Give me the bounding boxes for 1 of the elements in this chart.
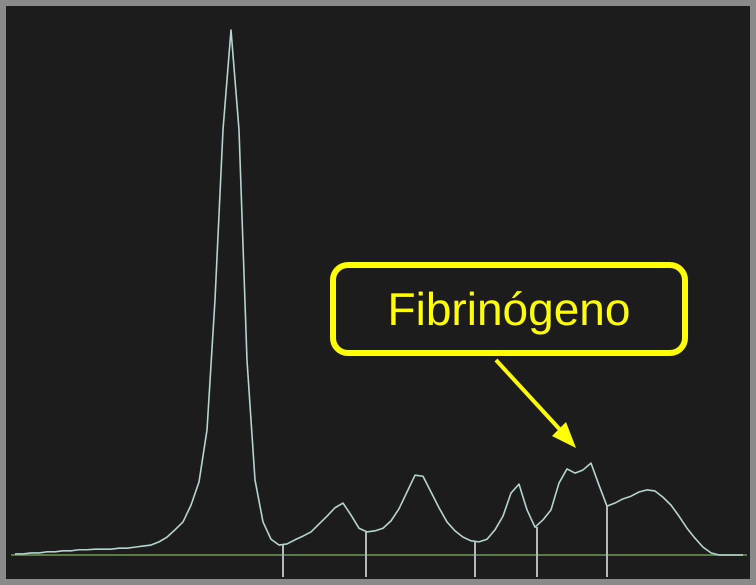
- annotation: Fibrinógeno: [330, 262, 688, 356]
